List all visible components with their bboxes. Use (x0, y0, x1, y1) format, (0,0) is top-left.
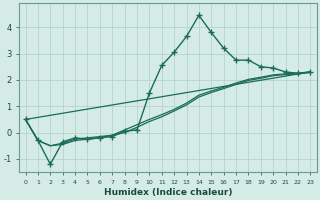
X-axis label: Humidex (Indice chaleur): Humidex (Indice chaleur) (104, 188, 232, 197)
